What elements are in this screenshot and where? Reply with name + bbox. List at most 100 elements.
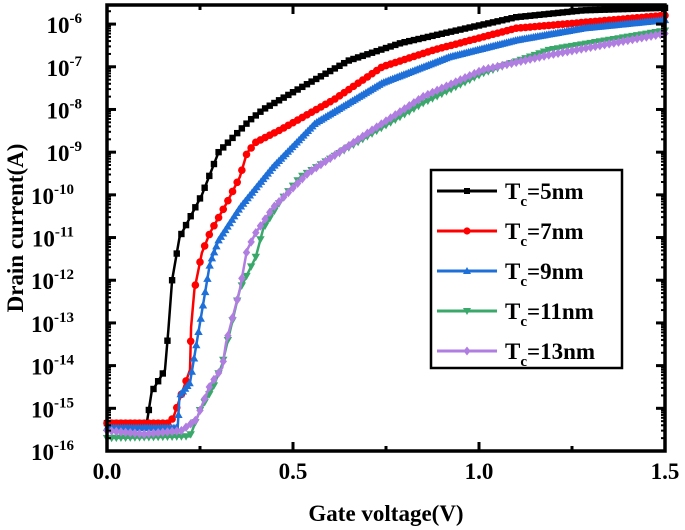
legend-label: Tc=5nm bbox=[505, 179, 584, 210]
legend-label-subscript: c bbox=[520, 234, 527, 250]
data-point bbox=[154, 378, 162, 385]
data-point bbox=[251, 253, 260, 262]
data-point bbox=[168, 415, 176, 423]
y-tick-exponent: -10 bbox=[54, 182, 74, 198]
y-tick-exponent: -15 bbox=[54, 395, 74, 411]
data-point bbox=[573, 7, 580, 15]
data-point bbox=[261, 214, 269, 224]
data-point bbox=[550, 10, 557, 17]
data-point bbox=[336, 62, 343, 70]
data-point bbox=[484, 63, 492, 74]
data-point bbox=[198, 301, 208, 309]
data-point bbox=[410, 36, 418, 44]
data-point bbox=[215, 148, 222, 156]
data-point bbox=[563, 46, 572, 57]
data-point bbox=[610, 38, 618, 48]
x-tick-label: 1.5 bbox=[651, 459, 680, 484]
data-point bbox=[503, 16, 511, 23]
data-point bbox=[187, 212, 194, 220]
y-tick-label: 10-14 bbox=[31, 353, 74, 380]
data-point bbox=[174, 410, 183, 419]
data-point bbox=[489, 19, 497, 26]
data-point bbox=[247, 144, 255, 152]
legend-label-base: T bbox=[505, 299, 520, 324]
data-point bbox=[212, 241, 221, 250]
data-point bbox=[406, 37, 413, 45]
data-point bbox=[577, 44, 585, 54]
data-point bbox=[164, 337, 171, 344]
data-point bbox=[638, 33, 646, 43]
data-point bbox=[364, 51, 371, 58]
data-point bbox=[601, 6, 608, 13]
legend-label-subscript: c bbox=[520, 314, 527, 330]
y-tick-exponent: -13 bbox=[54, 310, 74, 326]
data-point bbox=[437, 90, 446, 99]
data-point bbox=[359, 131, 367, 142]
data-point bbox=[234, 129, 241, 137]
data-point bbox=[633, 5, 641, 12]
data-point bbox=[243, 120, 250, 127]
data-point bbox=[442, 88, 451, 96]
data-point bbox=[499, 17, 506, 24]
y-tick-base: 10 bbox=[47, 56, 70, 81]
y-axis-label: Drain current(A) bbox=[3, 144, 28, 313]
data-point bbox=[242, 150, 251, 159]
legend-marker bbox=[464, 188, 470, 194]
data-point bbox=[191, 281, 200, 289]
data-point bbox=[228, 187, 237, 196]
data-point bbox=[428, 87, 437, 98]
data-point bbox=[387, 43, 394, 50]
data-point bbox=[493, 61, 502, 72]
legend-marker bbox=[463, 227, 471, 235]
data-point bbox=[168, 426, 176, 437]
y-tick-base: 10 bbox=[31, 397, 54, 422]
data-point bbox=[432, 93, 442, 101]
data-point bbox=[186, 431, 195, 439]
data-point bbox=[229, 134, 236, 142]
data-point bbox=[610, 6, 618, 13]
data-point bbox=[256, 221, 265, 231]
data-point bbox=[196, 258, 204, 266]
data-point bbox=[466, 24, 473, 31]
y-tick-base: 10 bbox=[31, 269, 54, 294]
data-point bbox=[317, 73, 325, 80]
data-point bbox=[619, 5, 627, 13]
data-point bbox=[252, 227, 260, 238]
data-point bbox=[196, 195, 204, 202]
y-tick-exponent: -8 bbox=[70, 96, 83, 112]
y-tick-label: 10-16 bbox=[31, 438, 74, 465]
y-tick-label: 10-8 bbox=[47, 96, 83, 123]
data-point bbox=[112, 426, 120, 437]
data-point bbox=[219, 356, 227, 367]
data-point bbox=[340, 144, 348, 154]
data-point bbox=[392, 41, 399, 49]
data-point bbox=[578, 7, 585, 14]
data-point bbox=[238, 125, 246, 132]
data-point bbox=[498, 60, 506, 71]
data-point bbox=[513, 14, 520, 21]
data-point bbox=[256, 236, 265, 244]
data-point bbox=[457, 26, 464, 33]
data-point bbox=[503, 59, 511, 70]
data-point bbox=[145, 428, 153, 439]
data-point bbox=[214, 368, 223, 378]
data-point bbox=[535, 52, 544, 62]
data-point bbox=[271, 99, 278, 107]
data-point bbox=[382, 44, 390, 52]
y-tick-base: 10 bbox=[31, 355, 54, 380]
x-tick-label: 0.5 bbox=[279, 459, 308, 484]
data-point bbox=[554, 9, 562, 17]
x-tick-label: 1.0 bbox=[465, 459, 494, 484]
data-point bbox=[624, 35, 632, 46]
data-point bbox=[206, 172, 213, 180]
legend-label-value: =5nm bbox=[527, 179, 584, 204]
data-point bbox=[373, 47, 380, 55]
legend-label-subscript: c bbox=[520, 274, 527, 290]
data-point bbox=[582, 7, 590, 14]
data-point bbox=[451, 83, 460, 92]
data-point bbox=[322, 70, 329, 77]
data-point bbox=[140, 429, 148, 439]
data-point bbox=[242, 272, 251, 281]
data-point bbox=[586, 42, 595, 53]
data-point bbox=[424, 33, 432, 41]
